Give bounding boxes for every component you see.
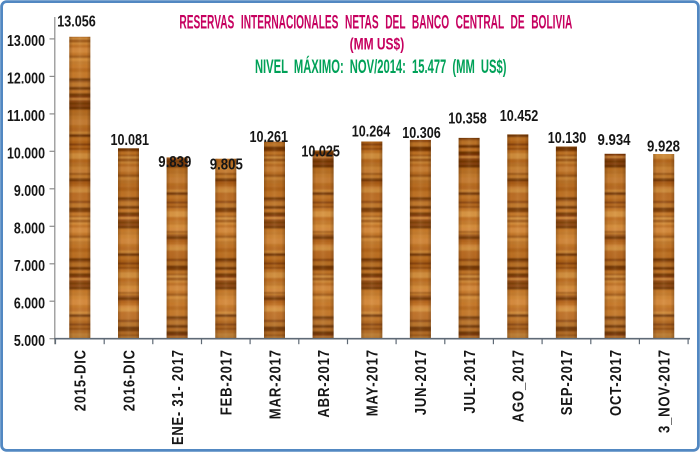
svg-text:9.805: 9.805 <box>210 156 243 173</box>
svg-text:OCT-2017: OCT-2017 <box>608 349 625 416</box>
svg-text:9.000: 9.000 <box>14 183 45 200</box>
svg-text:JUN-2017: JUN-2017 <box>413 349 430 415</box>
svg-text:MAY-2017: MAY-2017 <box>365 349 382 416</box>
svg-text:6.000: 6.000 <box>14 296 45 313</box>
svg-text:2016-DIC: 2016-DIC <box>121 349 138 411</box>
svg-text:AGO_2017: AGO_2017 <box>511 349 528 422</box>
svg-text:10.130: 10.130 <box>548 130 587 147</box>
svg-text:9.934: 9.934 <box>598 132 631 149</box>
svg-text:10.000: 10.000 <box>7 146 45 163</box>
svg-text:13.056: 13.056 <box>57 14 96 31</box>
svg-text:(MM US$): (MM US$) <box>350 35 405 54</box>
svg-text:12.000: 12.000 <box>7 71 45 88</box>
svg-text:9.928: 9.928 <box>647 139 680 156</box>
svg-text:NIVEL MÁXIMO: NOV/2014: 15.47: NIVEL MÁXIMO: NOV/2014: 15.477 (MM US$) <box>255 56 507 78</box>
svg-text:ENE- 31- 2017: ENE- 31- 2017 <box>170 349 187 445</box>
svg-text:11.000: 11.000 <box>7 108 45 125</box>
svg-text:10.358: 10.358 <box>448 110 487 127</box>
svg-text:10.264: 10.264 <box>352 123 391 140</box>
svg-text:3_NOV-2017: 3_NOV-2017 <box>657 349 674 433</box>
svg-text:10.452: 10.452 <box>500 108 539 125</box>
svg-text:10.306: 10.306 <box>402 125 441 142</box>
svg-text:FEB-2017: FEB-2017 <box>219 349 236 415</box>
svg-text:SEP-2017: SEP-2017 <box>559 349 576 415</box>
svg-text:8.000: 8.000 <box>14 221 45 238</box>
svg-text:MAR-2017: MAR-2017 <box>267 349 284 419</box>
svg-text:9.839: 9.839 <box>158 154 191 171</box>
svg-text:2015-DIC: 2015-DIC <box>73 349 90 411</box>
svg-text:10.261: 10.261 <box>249 129 288 146</box>
svg-text:10.025: 10.025 <box>301 143 340 160</box>
svg-text:JUL-2017: JUL-2017 <box>462 349 479 413</box>
svg-text:7.000: 7.000 <box>14 258 45 275</box>
svg-text:ABR-2017: ABR-2017 <box>316 349 333 417</box>
svg-text:13.000: 13.000 <box>7 33 45 50</box>
svg-text:RESERVAS INTERNACIONALES NETAS: RESERVAS INTERNACIONALES NETAS DEL BANCO… <box>179 13 572 34</box>
svg-text:5.000: 5.000 <box>14 333 45 350</box>
svg-text:10.081: 10.081 <box>110 132 149 149</box>
